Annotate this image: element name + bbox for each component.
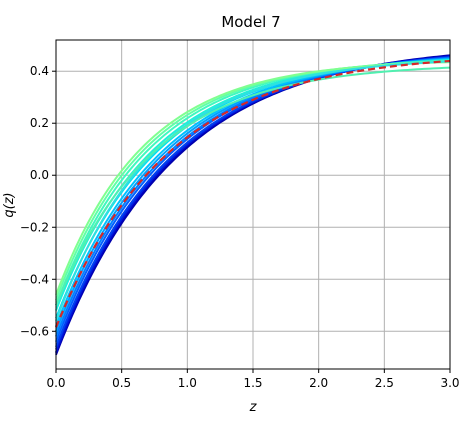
series-line-15 <box>55 60 451 322</box>
y-axis-label: q(z) <box>2 192 17 217</box>
chart-title: Model 7 <box>221 13 280 31</box>
x-tick-label: 0.5 <box>112 376 131 390</box>
y-axis: −0.6 −0.4 −0.2 0.0 0.2 0.4 <box>20 64 56 338</box>
y-tick-label: −0.6 <box>20 324 49 338</box>
x-tick-label: 2.5 <box>375 376 394 390</box>
x-tick-label: 1.5 <box>243 376 262 390</box>
series-line-16 <box>55 66 451 306</box>
y-tick-label: 0.0 <box>30 168 49 182</box>
x-tick-label: 3.0 <box>440 376 459 390</box>
y-tick-label: 0.4 <box>30 64 49 78</box>
fiducial-dashed-line <box>54 59 451 328</box>
x-tick-label: 0.0 <box>46 376 65 390</box>
y-tick-label: −0.4 <box>20 272 49 286</box>
x-axis-label: z <box>249 400 258 415</box>
y-tick-label: −0.2 <box>20 220 49 234</box>
x-axis: 0.0 0.5 1.0 1.5 2.0 2.5 3.0 <box>46 369 460 390</box>
series-group <box>54 54 451 356</box>
x-tick-label: 1.0 <box>178 376 197 390</box>
y-tick-label: 0.2 <box>30 116 49 130</box>
x-tick-label: 2.0 <box>309 376 328 390</box>
